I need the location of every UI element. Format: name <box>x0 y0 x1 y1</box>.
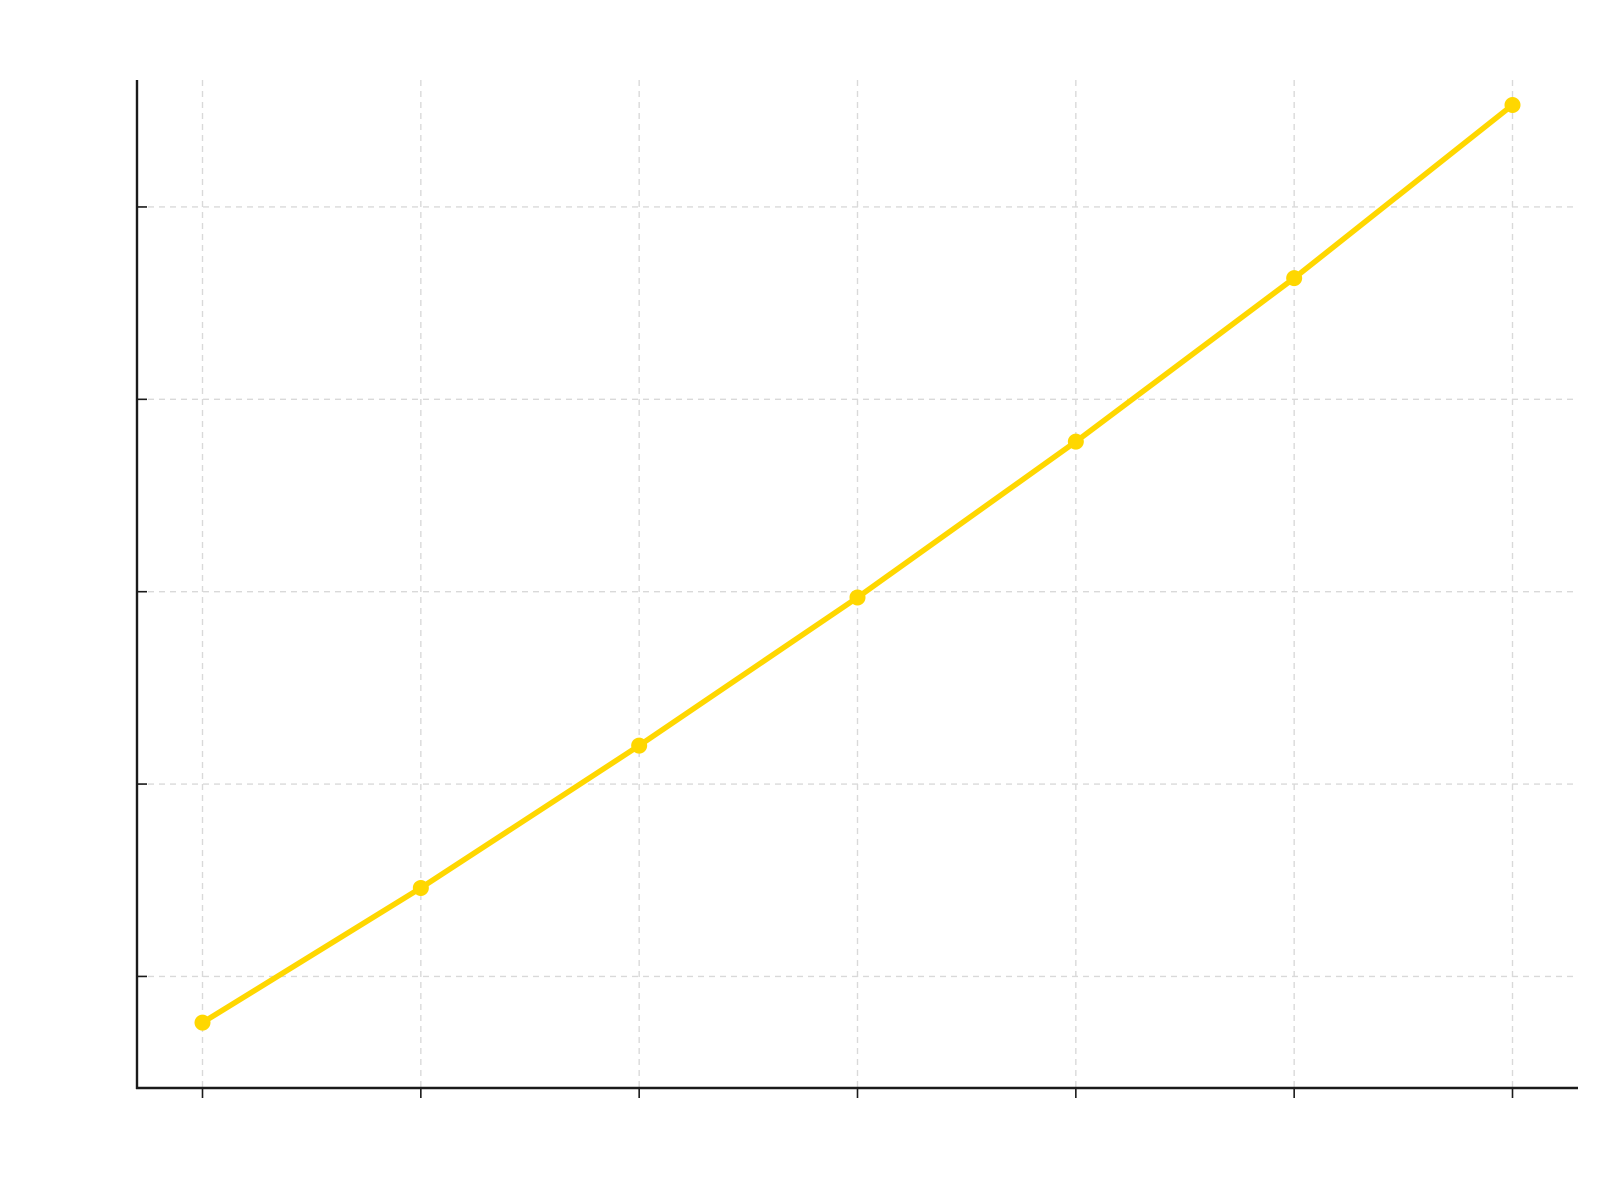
y-axis-ticks <box>137 206 147 978</box>
data-point-0-6 <box>1504 97 1521 114</box>
data-point-0-1 <box>412 879 429 896</box>
x-axis-ticks <box>201 1088 1514 1098</box>
series-group <box>194 97 1521 1031</box>
data-point-0-4 <box>1067 433 1084 450</box>
x-gridlines <box>201 80 1514 1088</box>
data-point-0-3 <box>849 589 866 606</box>
data-point-0-0 <box>194 1014 211 1031</box>
data-point-0-2 <box>631 737 648 754</box>
axes <box>135 80 1578 1090</box>
data-point-0-5 <box>1286 270 1303 287</box>
